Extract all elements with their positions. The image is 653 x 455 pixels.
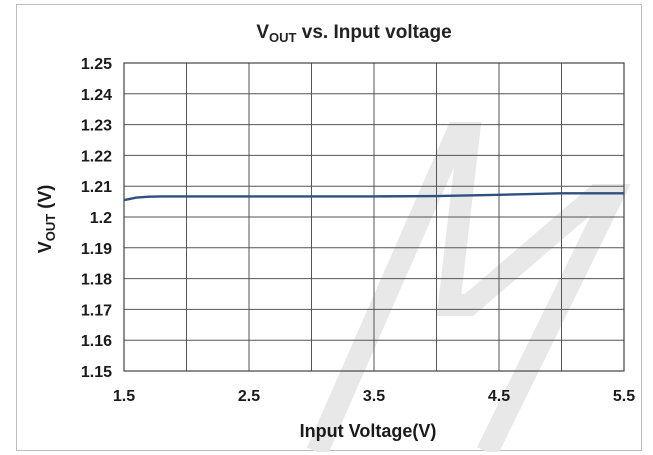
y-tick-label: 1.24 xyxy=(81,87,112,104)
title-rest: vs. Input voltage xyxy=(296,22,451,43)
title-main: V xyxy=(256,22,269,43)
chart-title: VOUT vs. Input voltage xyxy=(256,22,451,45)
chart-frame: 1.15 1.16 1.17 1.18 1.19 1.2 1.21 1.22 1.23 1.24 1… xyxy=(16,4,642,452)
title-sub: OUT xyxy=(269,30,297,45)
y-tick-label: 1.22 xyxy=(81,148,112,165)
grid xyxy=(123,62,625,372)
y-axis-label: VOUT (V) xyxy=(35,185,58,253)
tick-labels: 1.15 1.16 1.17 1.18 1.19 1.2 1.21 1.22 1.23 1.24 1… xyxy=(81,56,635,405)
x-tick-label: 2.5 xyxy=(238,388,260,405)
x-tick-label: 1.5 xyxy=(113,388,135,405)
y-tick-label: 1.16 xyxy=(81,333,112,350)
y-tick-label: 1.17 xyxy=(81,302,112,319)
watermark xyxy=(306,122,631,452)
plot-lines xyxy=(123,192,624,202)
y-tick-label: 1.23 xyxy=(81,118,112,135)
x-axis-label: Input Voltage(V) xyxy=(300,421,437,441)
y-tick-label: 1.25 xyxy=(81,56,112,73)
x-tick-label: 3.5 xyxy=(363,388,385,405)
y-tick-label: 1.19 xyxy=(81,241,112,258)
y-tick-label: 1.18 xyxy=(81,272,112,289)
series-line xyxy=(123,192,624,202)
plot-border xyxy=(123,62,625,372)
x-tick-label: 4.5 xyxy=(488,388,510,405)
ylabel-rest: (V) xyxy=(35,185,55,214)
x-tick-label: 5.5 xyxy=(613,388,635,405)
y-tick-label: 1.21 xyxy=(81,179,112,196)
y-tick-label: 1.15 xyxy=(81,364,112,381)
watermark-stroke xyxy=(306,122,631,452)
chart: 1.15 1.16 1.17 1.18 1.19 1.2 1.21 1.22 1.23 1.24 1… xyxy=(35,22,635,452)
ylabel-sub: OUT xyxy=(43,214,58,242)
ylabel-main: V xyxy=(35,241,55,253)
y-tick-label: 1.2 xyxy=(90,210,112,227)
